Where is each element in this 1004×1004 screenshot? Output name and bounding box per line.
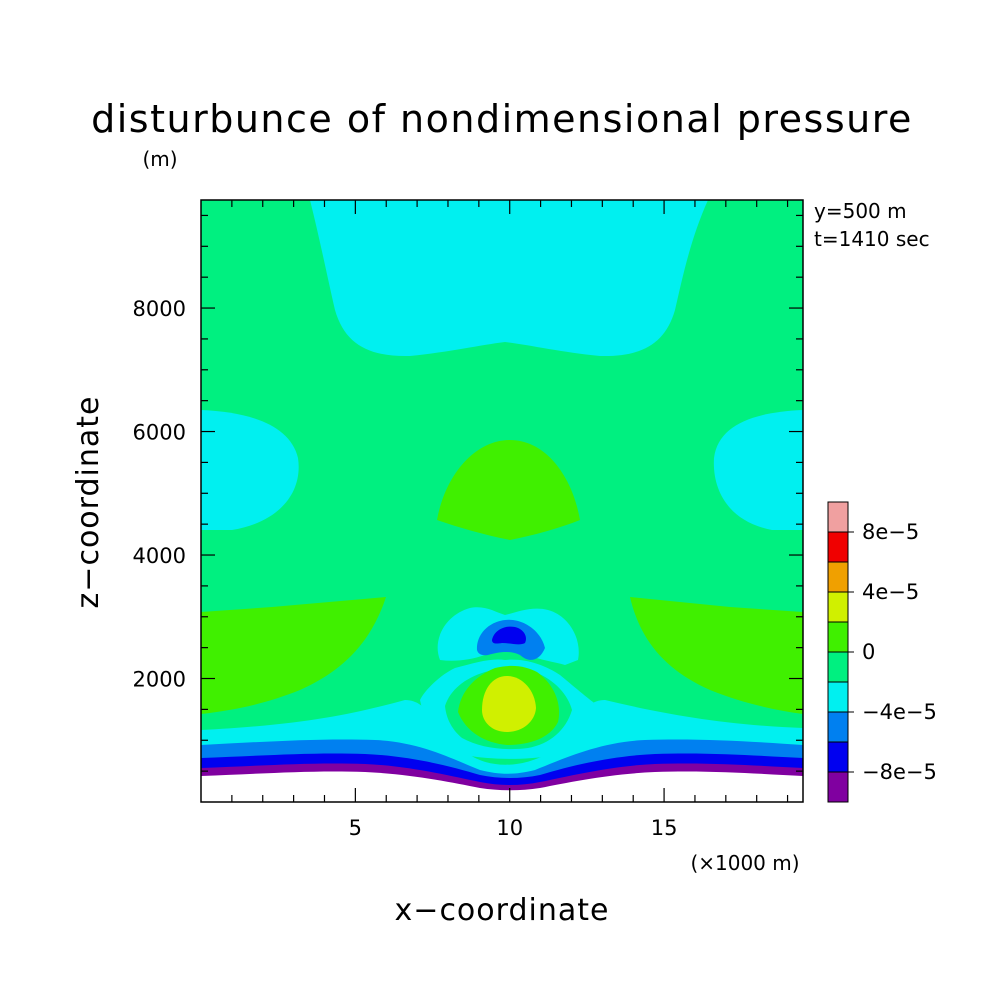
y-tick-label: 8000	[133, 297, 186, 321]
contour-right-mid-negative	[713, 410, 803, 530]
colorbar-tick-label: 8e−5	[862, 520, 919, 544]
colorbar-swatch	[827, 771, 849, 803]
annotation-y: y=500 m	[814, 199, 907, 223]
x-multiplier-label: (×1000 m)	[690, 851, 799, 875]
colorbar-swatch	[827, 651, 849, 683]
y-tick-label: 2000	[133, 668, 186, 692]
colorbar: −8e−5 −4e−5 0 4e−5 8e−5	[827, 501, 937, 803]
contour-center-low-deep-minimum	[492, 626, 526, 645]
axes: 5 10 15 2000 4000 6000 8000	[133, 200, 803, 840]
annotation-t: t=1410 sec	[814, 227, 930, 251]
colorbar-swatch	[827, 561, 849, 593]
chart-title: disturbunce of nondimensional pressure	[91, 97, 913, 141]
contour-left-low-positive	[201, 597, 386, 714]
colorbar-tick-label: −4e−5	[862, 700, 937, 724]
contour-below-surface	[201, 771, 803, 802]
colorbar-swatch	[827, 531, 849, 563]
x-tick-label: 15	[651, 816, 678, 840]
contour-field	[201, 200, 803, 802]
colorbar-tick-label: 0	[862, 640, 875, 664]
y-tick-label: 6000	[133, 421, 186, 445]
units-label: (m)	[142, 147, 177, 171]
colorbar-swatch	[827, 741, 849, 773]
x-axis-label: x−coordinate	[395, 893, 610, 928]
x-tick-label: 5	[349, 816, 362, 840]
y-axis-label: z−coordinate	[71, 396, 106, 609]
colorbar-tick-label: 4e−5	[862, 580, 919, 604]
contour-upper-center-negative	[310, 200, 708, 357]
contour-left-mid-negative	[201, 410, 299, 530]
colorbar-swatch	[827, 591, 849, 623]
y-tick-label: 4000	[133, 544, 186, 568]
contour-center-lower-maximum	[482, 676, 536, 732]
plot-frame	[200, 199, 804, 803]
colorbar-swatch	[827, 501, 849, 533]
colorbar-swatch	[827, 711, 849, 743]
x-tick-label: 10	[496, 816, 523, 840]
colorbar-swatch	[827, 621, 849, 653]
colorbar-swatch	[827, 681, 849, 713]
contour-center-mid-positive	[437, 440, 580, 540]
contour-right-low-positive	[630, 597, 803, 714]
colorbar-tick-label: −8e−5	[862, 760, 937, 784]
